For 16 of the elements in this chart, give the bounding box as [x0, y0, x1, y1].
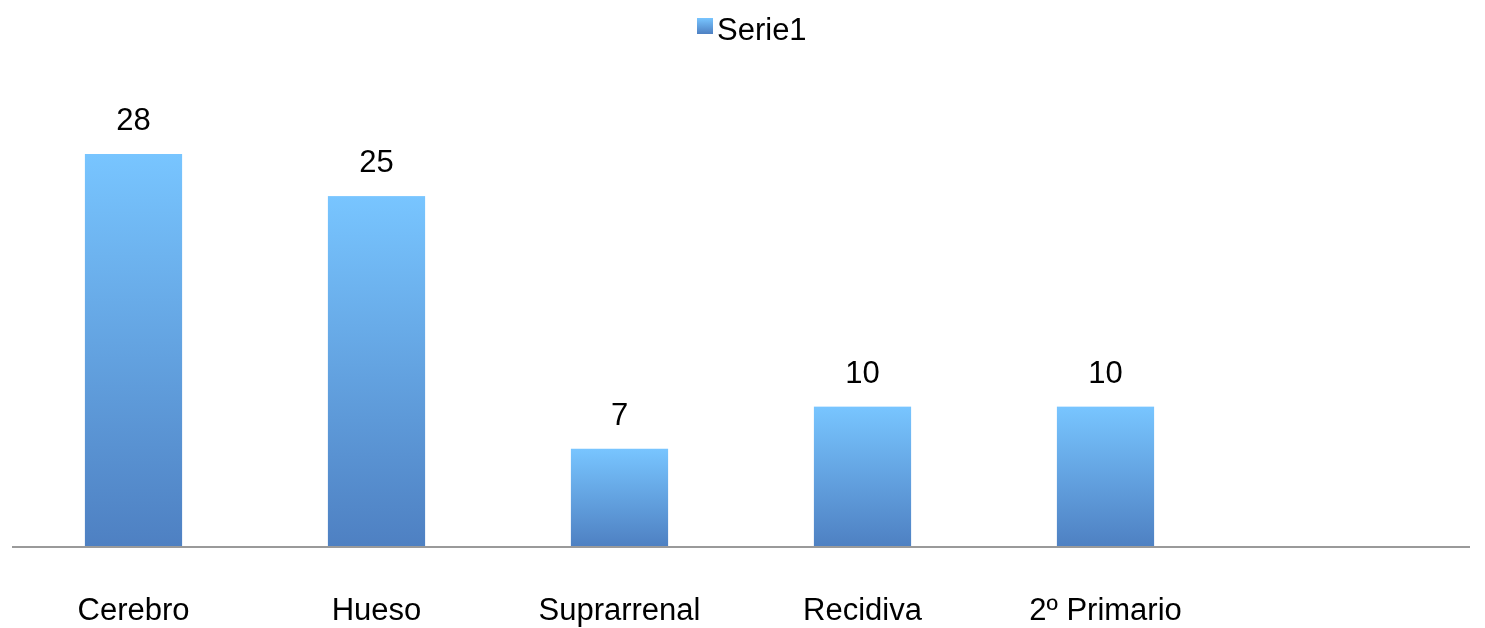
bar	[813, 406, 912, 547]
bar	[1056, 406, 1155, 547]
x-tick-label: Cerebro	[77, 592, 190, 627]
x-tick-label: Suprarrenal	[538, 592, 701, 627]
x-tick-label: Hueso	[331, 592, 422, 627]
legend-label: Serie1	[717, 12, 807, 47]
bar	[327, 196, 426, 547]
data-label: 28	[116, 102, 151, 137]
bar	[570, 448, 669, 547]
bar	[84, 154, 183, 547]
x-tick-label: Recidiva	[803, 592, 923, 627]
data-label: 7	[610, 396, 629, 432]
data-label: 10	[1088, 354, 1123, 390]
data-label: 25	[359, 144, 394, 180]
x-tick-label: 2º Primario	[1029, 592, 1182, 627]
data-label: 10	[845, 354, 880, 390]
